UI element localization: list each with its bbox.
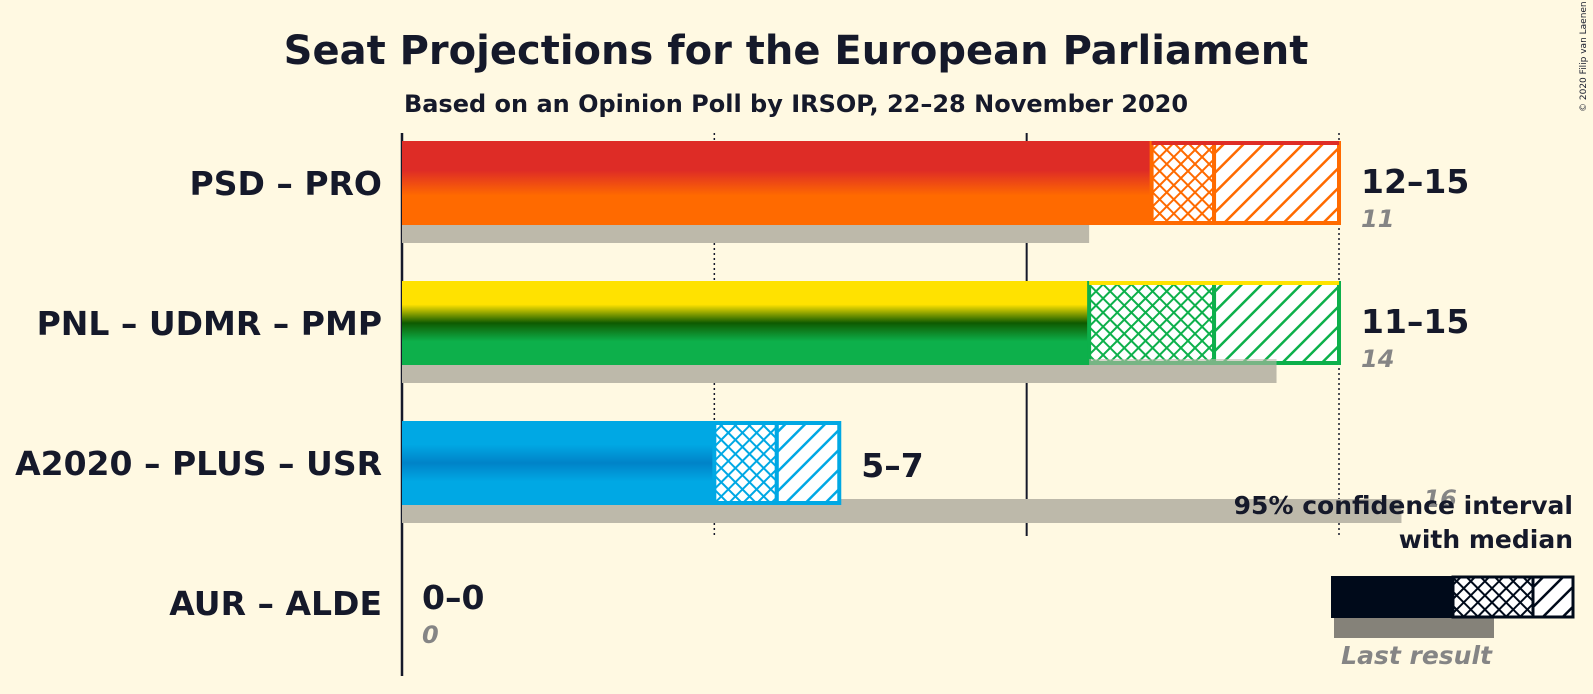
ci-bar-top-edge: [714, 421, 840, 425]
legend-last-result-label: Last result: [1341, 641, 1493, 670]
legend-ci-solid-swatch: [1331, 576, 1453, 618]
chart-subtitle: Based on an Opinion Poll by IRSOP, 22–28…: [404, 90, 1188, 118]
ci-bar-hatch: [1212, 141, 1341, 225]
last-result-overlay: [1089, 359, 1277, 365]
last-result-label: 14: [1361, 345, 1394, 373]
ci-bar-crosshatch: [712, 421, 779, 505]
range-label: 12–15: [1361, 162, 1469, 201]
legend-ci-crosshatch-swatch: [1451, 575, 1535, 619]
ci-bar-hatch: [1212, 281, 1341, 365]
ci-bar-crosshatch: [1087, 281, 1217, 365]
party-label: PSD – PRO: [190, 164, 382, 203]
legend-ci-hatch-swatch: [1531, 575, 1575, 619]
party-label: PNL – UDMR – PMP: [37, 304, 382, 343]
copyright-notice: © 2020 Filip van Laenen: [1579, 1, 1589, 112]
chart-title: Seat Projections for the European Parlia…: [284, 28, 1309, 74]
ci-bar-crosshatch: [1149, 141, 1217, 225]
ci-bar-hatch: [774, 421, 842, 505]
last-result-label: 11: [1361, 205, 1394, 233]
party-label: A2020 – PLUS – USR: [15, 444, 382, 483]
range-label: 5–7: [861, 446, 923, 485]
legend-title-line1: 95% confidence interval: [1234, 491, 1573, 520]
legend: 95% confidence interval with median Last…: [1234, 491, 1575, 670]
range-label: 0–0: [422, 578, 484, 617]
ci-bar-solid: [402, 141, 1152, 225]
labels: PSD – PRO 12–15 11 PNL – UDMR – PMP 11–15 14 A…: [15, 162, 1469, 649]
ci-bar-solid: [402, 281, 1090, 365]
party-label: AUR – ALDE: [169, 584, 382, 623]
last-result-label: 16: [1423, 485, 1456, 513]
ci-bar-top-edge: [1089, 281, 1339, 285]
bars: [402, 141, 1402, 523]
range-label: 11–15: [1361, 302, 1469, 341]
ci-bar-solid: [402, 421, 715, 505]
last-result-label: 0: [422, 621, 439, 649]
legend-title-line2: with median: [1399, 525, 1573, 554]
ci-bar-top-edge: [1151, 141, 1339, 145]
